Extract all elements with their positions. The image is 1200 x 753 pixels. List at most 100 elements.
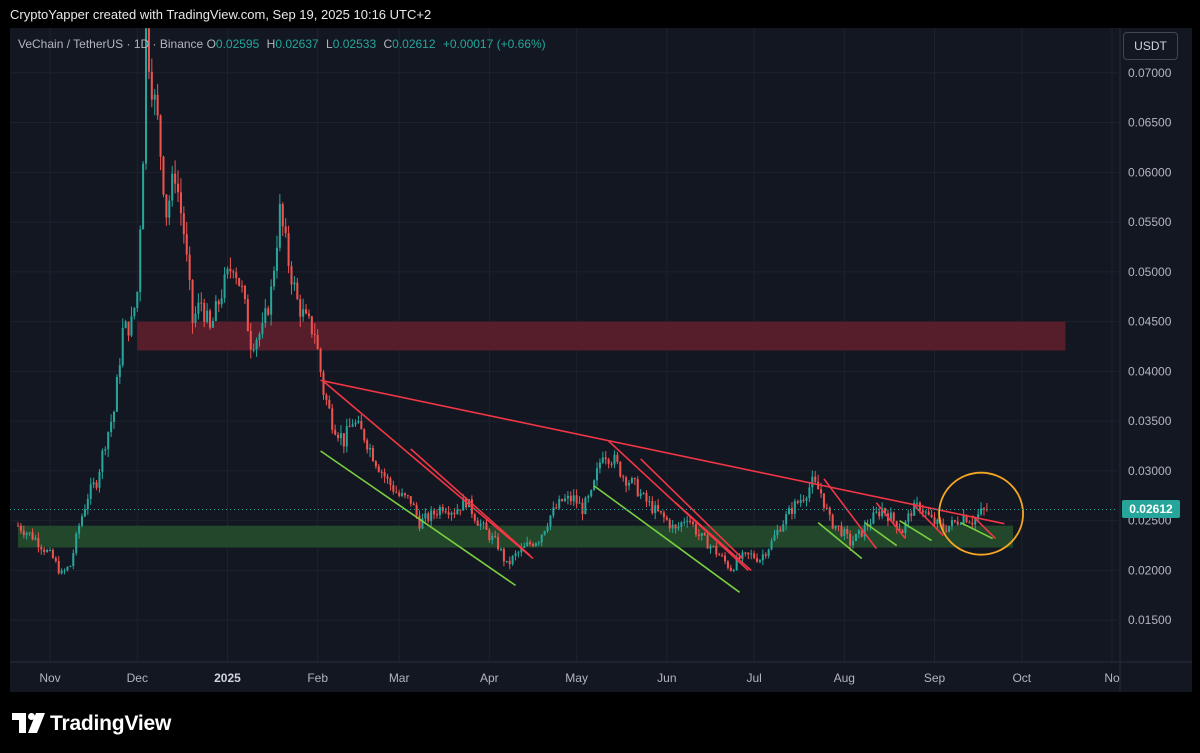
open-label: O — [206, 37, 216, 51]
candle-body — [261, 323, 264, 335]
high-value: 0.02637 — [275, 37, 319, 51]
candle-body — [310, 316, 313, 334]
candle-body — [625, 477, 628, 486]
candle-body — [273, 270, 276, 287]
candle-body — [270, 286, 273, 315]
candle-body — [767, 549, 770, 556]
candle-body — [622, 476, 625, 478]
candle-body — [325, 394, 328, 400]
price-chart[interactable]: 0.015000.020000.025000.030000.035000.040… — [10, 28, 1192, 692]
candle-body — [153, 94, 156, 100]
price-axis: 0.015000.020000.025000.030000.035000.040… — [1128, 66, 1172, 627]
candle-body — [214, 301, 217, 321]
candle-body — [916, 502, 919, 504]
candle-body — [706, 535, 709, 549]
chart-area[interactable]: 0.01500 0.02000 0.02500 0.03000 0.03500 0.040… — [10, 28, 1192, 692]
candle-body — [444, 511, 447, 513]
candle-body — [296, 282, 299, 300]
symbol-name[interactable]: VeChain / TetherUS · 1D · Binance — [18, 37, 204, 51]
candle-body — [206, 310, 209, 322]
candle-body — [721, 555, 724, 557]
candle-body — [147, 28, 150, 72]
candle-body — [697, 534, 700, 536]
candle-body — [758, 560, 761, 562]
candle-body — [357, 420, 360, 423]
candle-body — [226, 268, 229, 275]
candle-body — [948, 525, 951, 532]
time-tick-label: 2025 — [214, 671, 241, 685]
candle-body — [66, 566, 69, 571]
candle-body — [159, 115, 162, 157]
candle-body — [92, 482, 95, 485]
trendline-green — [864, 522, 898, 547]
candle-body — [872, 512, 875, 524]
candle-body — [89, 484, 92, 499]
candle-body — [69, 565, 72, 567]
candle-body — [508, 560, 511, 565]
candle-body — [953, 520, 956, 522]
top-bar: CryptoYapper created with TradingView.co… — [0, 0, 1200, 28]
candle-body — [369, 447, 372, 450]
candle-body — [534, 543, 537, 547]
time-tick-label: Mar — [389, 671, 410, 685]
candle-body — [619, 461, 622, 477]
candle-body — [316, 334, 319, 350]
candle-body — [264, 308, 267, 324]
candle-body — [80, 516, 84, 526]
candle-body — [590, 490, 593, 497]
trendline-green — [817, 522, 863, 560]
candle-body — [811, 476, 814, 488]
candle-body — [700, 533, 703, 536]
candle-body — [22, 530, 25, 536]
candle-body — [499, 548, 503, 550]
candle-body — [616, 454, 619, 462]
candle-body — [569, 495, 572, 502]
candle-body — [546, 526, 549, 532]
highlight-circle — [938, 471, 1024, 556]
candle-body — [738, 557, 741, 559]
candle-body — [252, 349, 255, 351]
candle-body — [485, 522, 488, 530]
high-label: H — [266, 37, 276, 51]
candle-body — [112, 411, 116, 422]
candle-body — [319, 349, 322, 373]
candle-body — [83, 509, 86, 517]
candle-body — [502, 548, 505, 562]
candle-body — [139, 229, 142, 293]
low-value: 0.02533 — [332, 37, 377, 51]
candle-body — [520, 547, 523, 553]
candle-body — [281, 204, 284, 227]
candle-body — [60, 570, 63, 574]
candle-body — [249, 331, 252, 350]
candle-body — [980, 508, 983, 515]
candle-body — [846, 528, 849, 534]
low-label: L — [326, 37, 333, 51]
candle-body — [275, 247, 278, 271]
candle-body — [680, 522, 683, 527]
candle-body — [351, 424, 354, 427]
time-axis: Nov Dec 2025 Feb Mar Apr May Jun Jul Aug Sep Oct No — [39, 671, 1120, 685]
candle-body — [435, 514, 438, 516]
candle-body — [950, 520, 953, 526]
time-tick-label: Feb — [307, 671, 328, 685]
candle-body — [683, 522, 686, 524]
candle-body — [168, 200, 171, 218]
candle-body — [124, 321, 127, 329]
trendline-red — [320, 379, 1005, 525]
candle-body — [43, 549, 46, 552]
candle-body — [671, 524, 674, 529]
candle-body — [843, 528, 846, 537]
candle-body — [203, 303, 206, 322]
candle-body — [75, 533, 78, 554]
support-zone — [17, 525, 1014, 548]
candle-body — [345, 426, 348, 447]
currency-button[interactable]: USDT — [1123, 32, 1178, 60]
candle-body — [712, 545, 715, 547]
candle-body — [185, 234, 188, 255]
candle-body — [19, 525, 22, 531]
trendline-red — [640, 458, 744, 560]
candle-body — [403, 493, 406, 496]
candle-body — [51, 549, 54, 558]
price-tick-label: 0.06000 — [1128, 165, 1172, 179]
candle-body — [377, 466, 380, 472]
